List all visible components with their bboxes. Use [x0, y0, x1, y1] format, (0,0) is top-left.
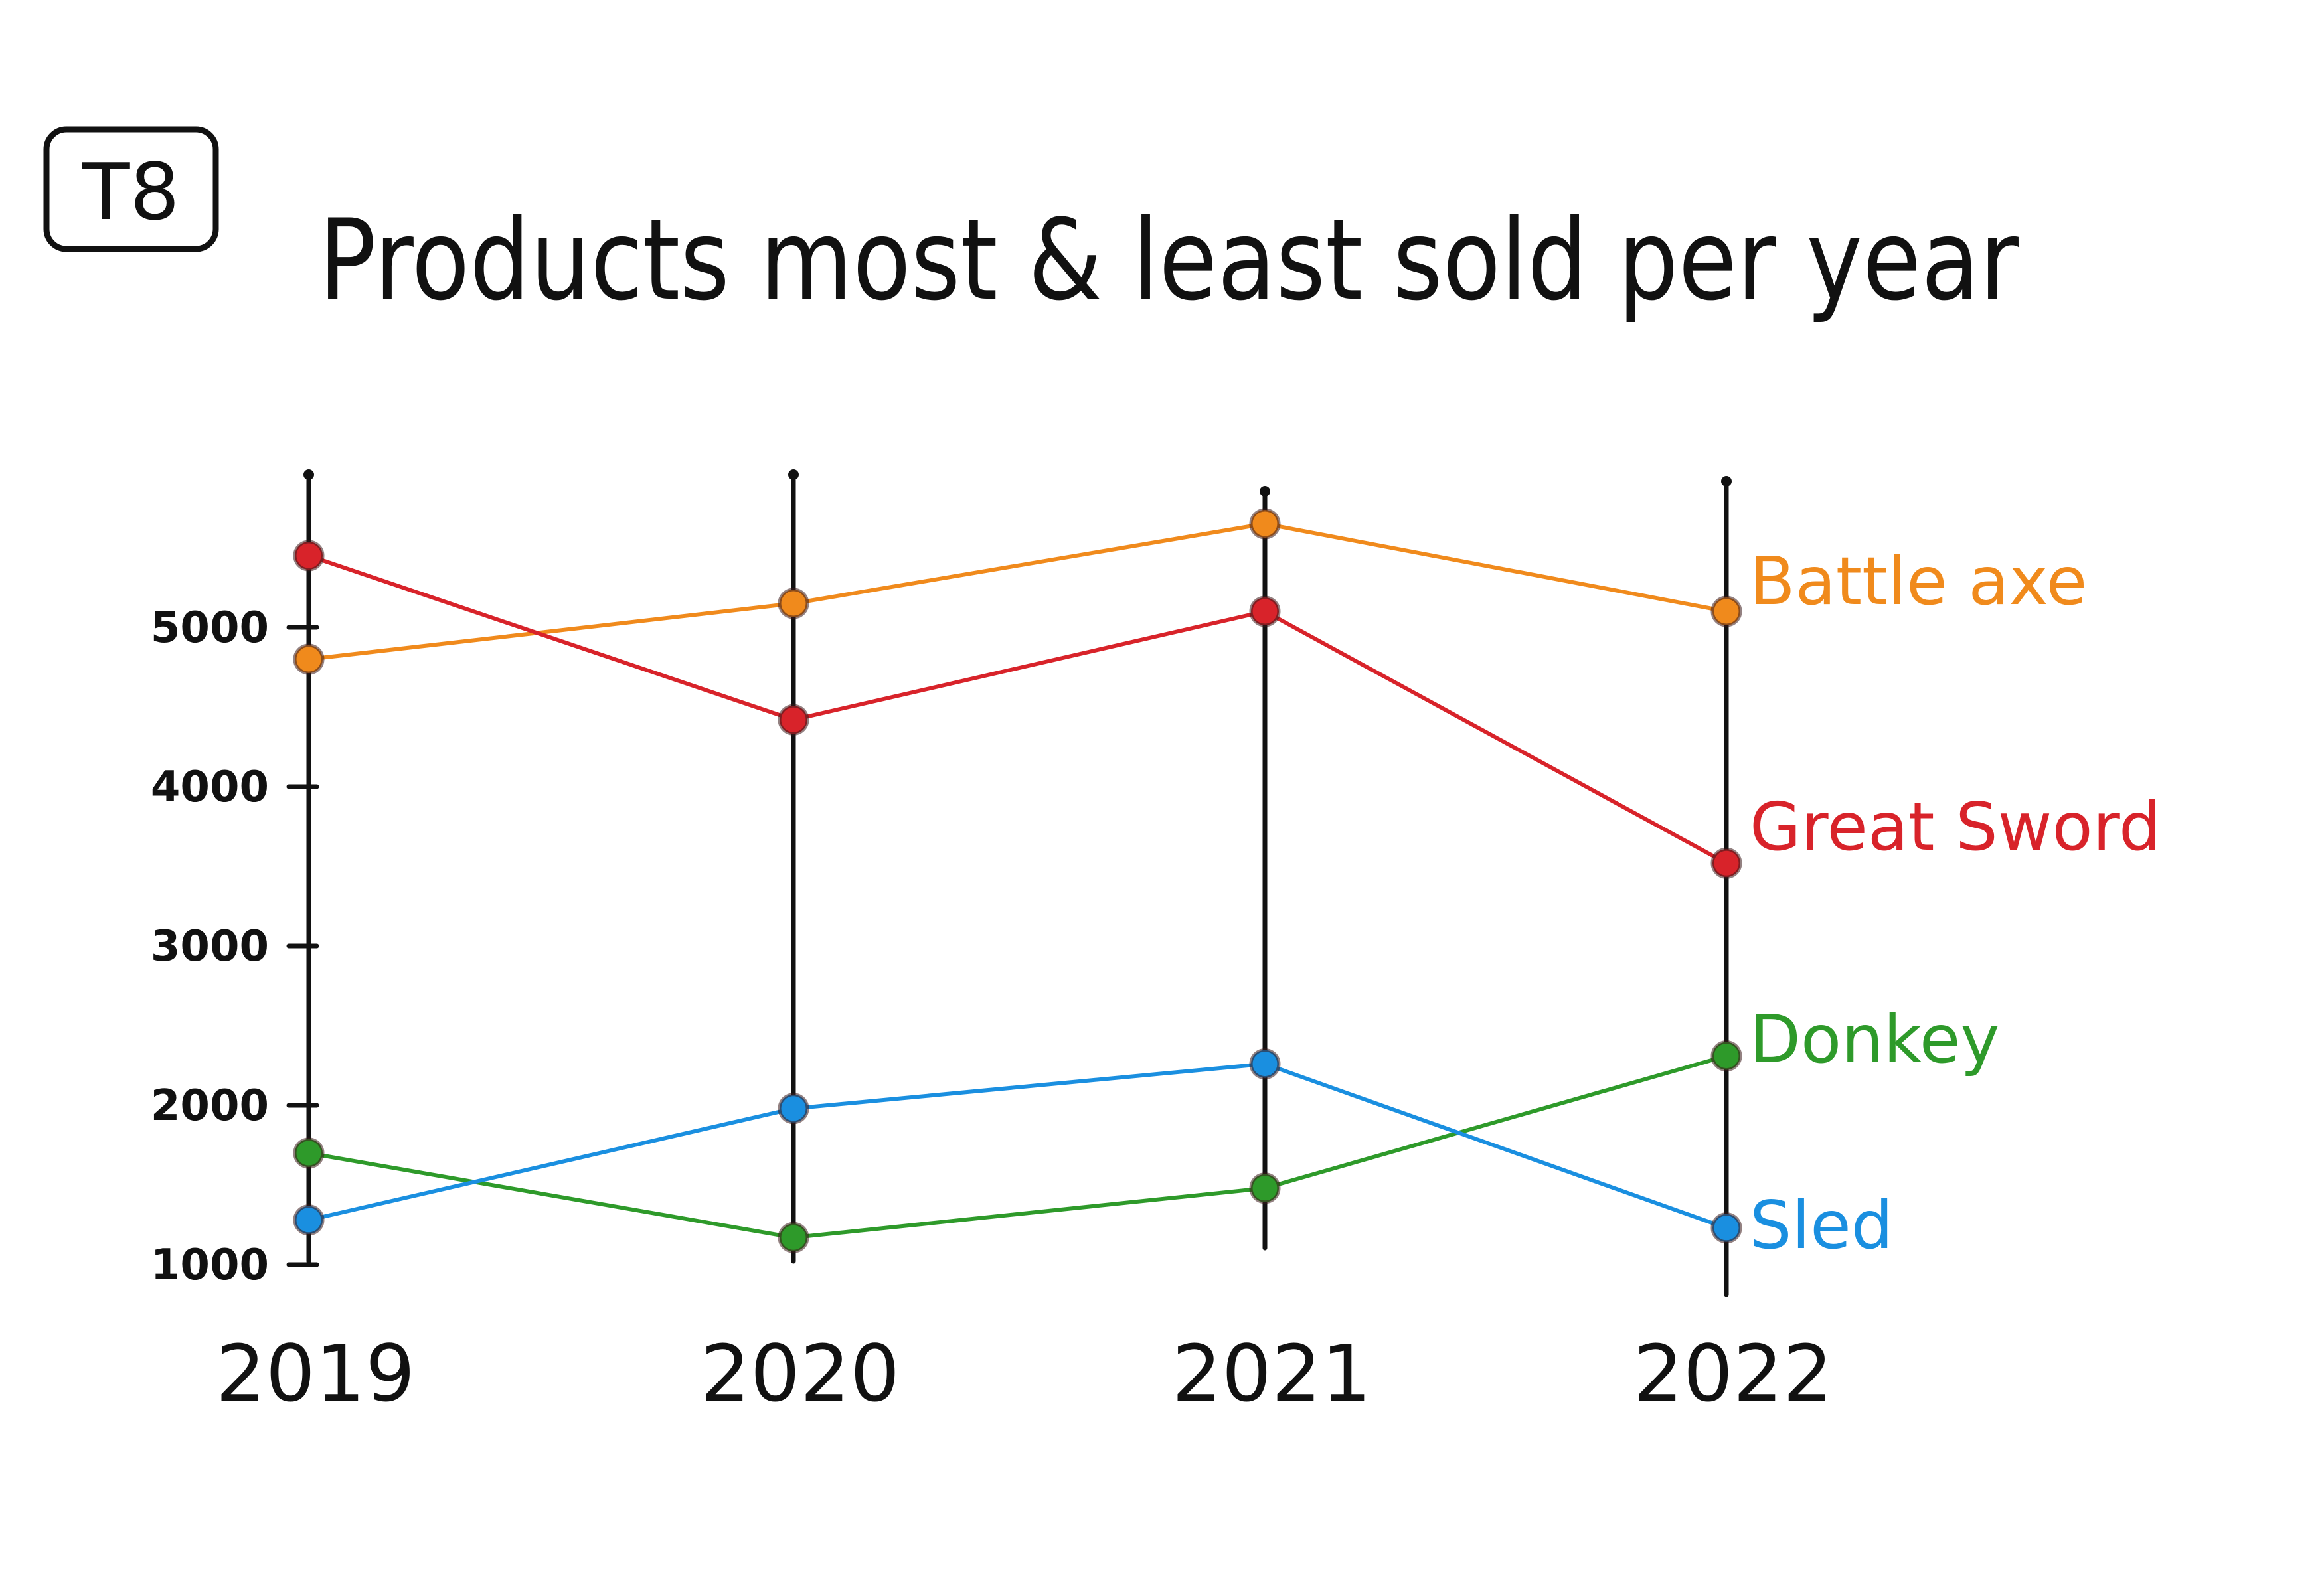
series-label: Donkey	[1750, 1000, 2000, 1078]
x-tick-label: 2021	[1172, 1328, 1371, 1419]
y-tick-labels: 1000 2000 3000 4000 5000	[151, 603, 269, 1290]
data-point	[293, 540, 325, 572]
series-line	[307, 522, 1728, 661]
x-tick-labels: 2019 2020 2021 2022	[216, 1328, 1833, 1419]
series-line	[307, 1062, 1728, 1230]
series-line	[307, 554, 1728, 866]
x-tick-label: 2020	[701, 1328, 900, 1419]
data-point	[1249, 1172, 1281, 1204]
data-point	[1710, 1040, 1742, 1072]
tag-box	[43, 126, 219, 252]
data-point	[778, 1093, 809, 1125]
series-label: Battle axe	[1750, 542, 2087, 620]
year-axis-cap	[1721, 476, 1732, 487]
series-points	[293, 508, 1742, 1253]
year-axis-cap	[1260, 486, 1270, 497]
y-tick-label: 1000	[151, 1241, 269, 1290]
tag-badge: T8	[43, 126, 219, 252]
data-point	[778, 704, 809, 736]
axes	[286, 469, 1732, 1297]
year-axis-cap	[788, 469, 799, 480]
series-labels: Battle axe Great Sword Donkey Sled	[1750, 542, 2161, 1264]
data-point	[1249, 508, 1281, 540]
data-point	[778, 588, 809, 619]
y-tick-label: 3000	[151, 922, 269, 971]
data-point	[778, 1222, 809, 1253]
year-axis-cap	[303, 469, 314, 480]
x-tick-label: 2019	[216, 1328, 415, 1419]
chart-title: Products most & least sold per year	[319, 195, 2019, 325]
data-point	[293, 1137, 325, 1169]
data-point	[1249, 595, 1281, 627]
series-label: Great Sword	[1750, 788, 2161, 866]
data-point	[293, 1204, 325, 1236]
y-tick-label: 2000	[151, 1081, 269, 1131]
tag-label: T8	[81, 146, 179, 238]
series-line	[307, 1054, 1728, 1240]
data-point	[1710, 595, 1742, 627]
x-tick-label: 2022	[1633, 1328, 1833, 1419]
data-point	[1710, 847, 1742, 879]
data-point	[1249, 1048, 1281, 1080]
y-tick-label: 5000	[151, 603, 269, 653]
series-lines	[307, 522, 1728, 1240]
y-tick-label: 4000	[151, 763, 269, 812]
data-point	[293, 643, 325, 675]
series-label: Sled	[1750, 1186, 1893, 1264]
data-point	[1710, 1212, 1742, 1244]
